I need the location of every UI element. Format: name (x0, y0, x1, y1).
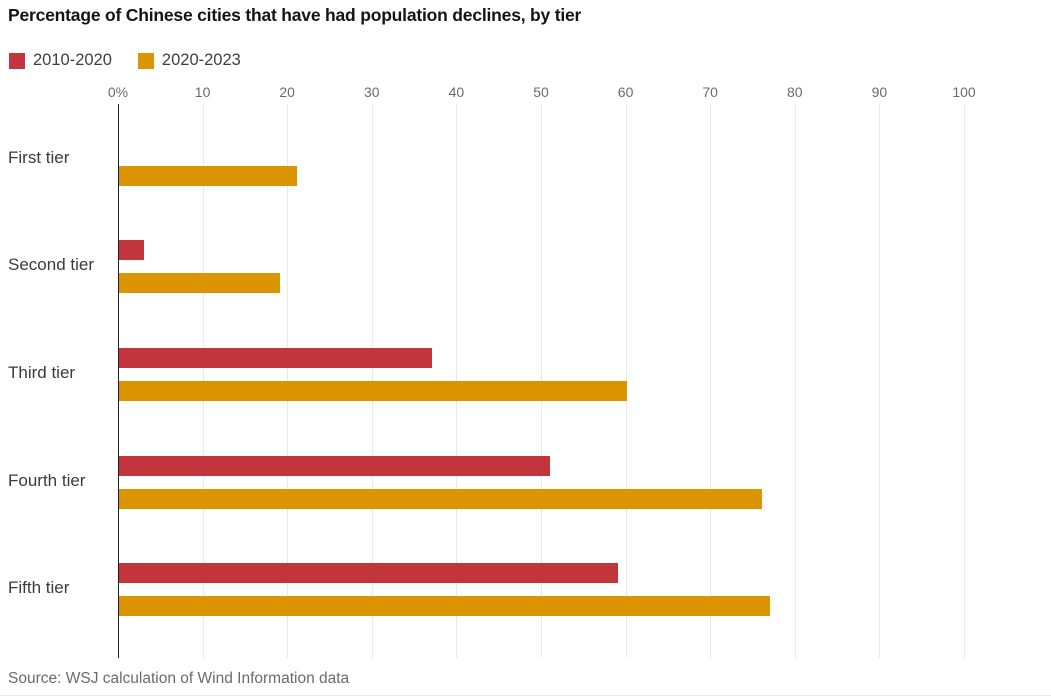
x-tick-label: 90 (871, 84, 888, 100)
legend-swatch-red (9, 52, 25, 69)
category-label: Fifth tier (8, 578, 70, 598)
x-tick-label: 20 (279, 84, 295, 100)
legend-label: 2020-2023 (161, 51, 241, 69)
x-gridline (794, 104, 796, 658)
x-tick-label: 60 (617, 84, 634, 100)
category-label: Fourth tier (8, 470, 86, 490)
x-tick-label: 70 (702, 84, 718, 100)
legend: 2010-2020 2020-2023 (9, 51, 241, 70)
bottom-divider (0, 695, 1051, 696)
source-note: Source: WSJ calculation of Wind Informat… (8, 670, 350, 687)
bar-2020-2023 (119, 165, 297, 186)
bar-2010-2020 (119, 240, 145, 261)
bar-2020-2023 (119, 273, 280, 294)
category-label: Second tier (8, 255, 94, 275)
bar-2010-2020 (119, 455, 551, 476)
x-gridline (710, 104, 712, 658)
category-label: First tier (8, 147, 70, 167)
legend-item-2010-2020: 2010-2020 (9, 51, 112, 70)
x-gridline (879, 104, 881, 658)
x-tick-label: 30 (364, 84, 380, 100)
legend-label: 2010-2020 (33, 51, 112, 69)
x-tick-label: 40 (448, 84, 465, 100)
x-tick-label: 100 (952, 84, 976, 100)
category-label: Third tier (8, 363, 76, 382)
bar-2010-2020 (119, 563, 619, 584)
bar-2020-2023 (119, 488, 762, 509)
x-tick-label: 80 (787, 84, 803, 100)
bar-2020-2023 (119, 596, 771, 617)
bar-2010-2020 (119, 348, 433, 368)
bar-2020-2023 (119, 381, 627, 401)
chart-title: Percentage of Chinese cities that have h… (8, 5, 582, 25)
x-tick-label: 0% (107, 84, 129, 100)
legend-item-2020-2023: 2020-2023 (137, 51, 241, 70)
x-gridline (964, 104, 965, 658)
legend-swatch-orange (137, 52, 154, 69)
x-tick-label: 10 (194, 84, 211, 100)
x-tick-label: 50 (533, 84, 549, 100)
x-axis-zero-line (118, 104, 119, 658)
